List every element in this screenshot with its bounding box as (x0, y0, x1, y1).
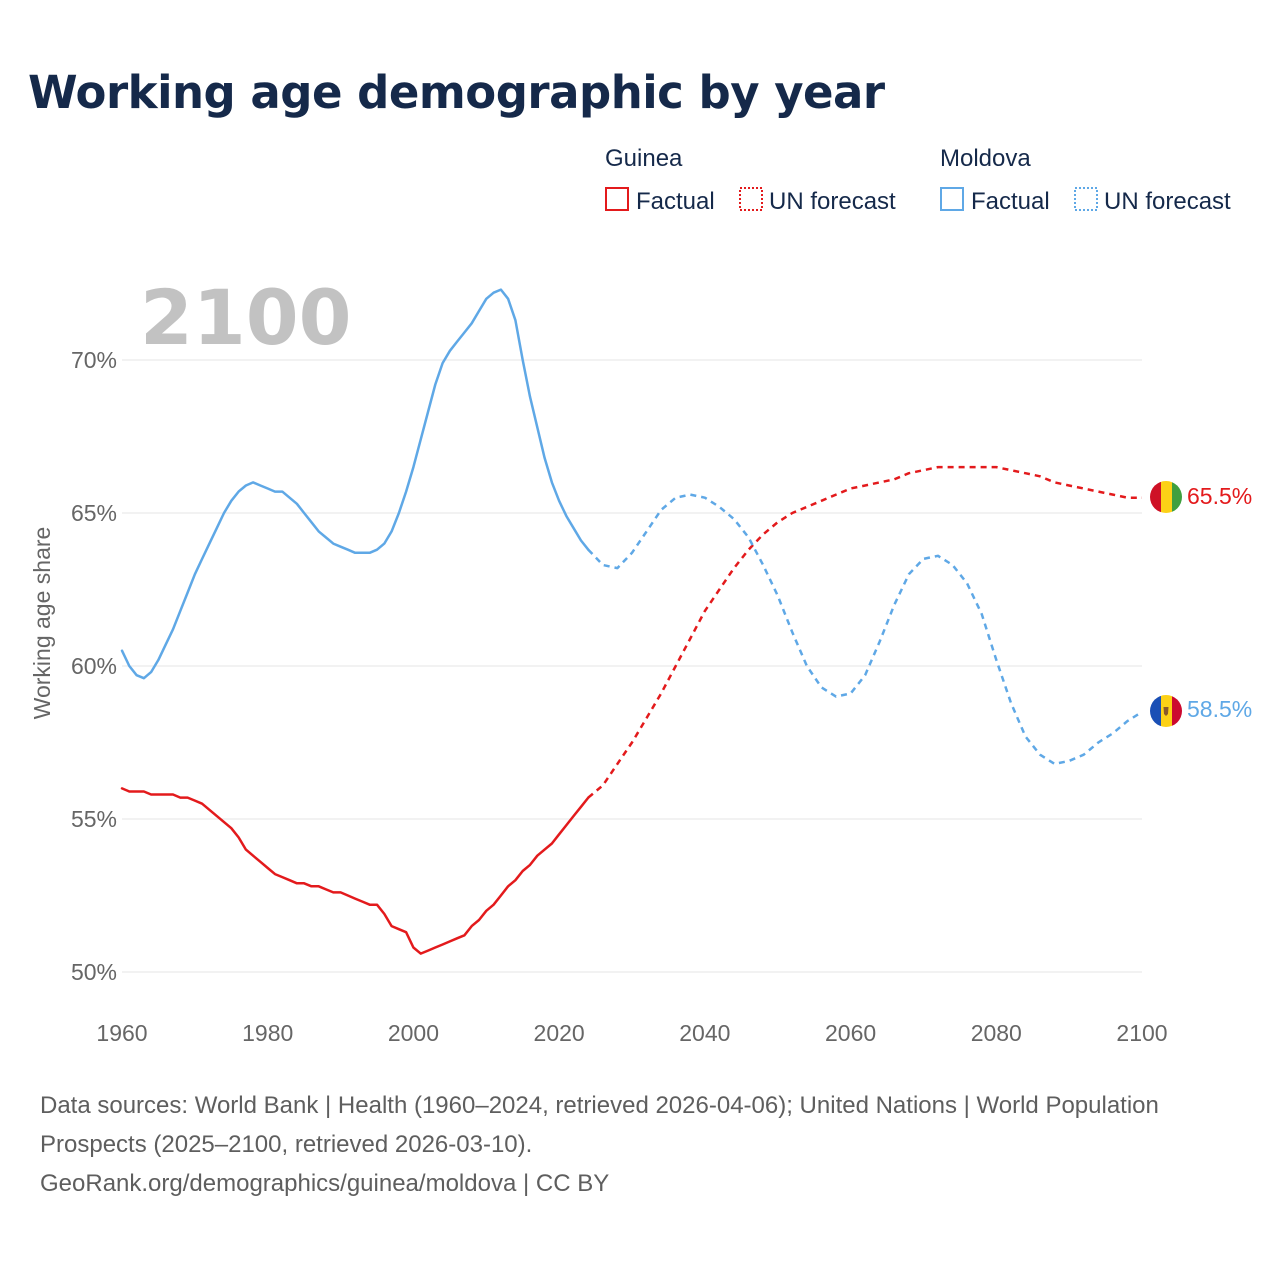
legend-moldova-factual-swatch (940, 187, 964, 211)
y-tick-label-60: 60% (71, 653, 117, 679)
credit-note: GeoRank.org/demographics/guinea/moldova … (40, 1170, 610, 1197)
legend-guinea-heading: Guinea (605, 145, 683, 172)
gridlines (122, 359, 1142, 973)
y-tick-label-65: 65% (71, 500, 117, 526)
data-sources-note: Data sources: World Bank | Health (1960–… (40, 1092, 1159, 1158)
guinea-factual-line (120, 787, 590, 955)
guinea-forecast-line (587, 465, 1142, 799)
chart-title: Working age demographic by year (28, 66, 885, 119)
x-tick-label-2100: 2100 (1116, 1020, 1167, 1046)
x-tick-label-1980: 1980 (242, 1020, 293, 1046)
guinea-end-label: 65.5% (1187, 483, 1252, 509)
y-tick-label-50: 50% (71, 959, 117, 985)
moldova-end-label: 58.5% (1187, 696, 1252, 722)
x-tick-label-2020: 2020 (534, 1020, 585, 1046)
legend-guinea-factual-swatch (605, 187, 629, 211)
legend-guinea-factual-label: Factual (636, 188, 715, 215)
series-lines (120, 288, 1143, 955)
x-tick-label-2000: 2000 (388, 1020, 439, 1046)
y-axis-title: Working age share (29, 527, 55, 720)
x-tick-label-1960: 1960 (96, 1020, 147, 1046)
moldova-factual-line (120, 288, 590, 680)
legend-guinea-forecast-swatch (739, 187, 763, 211)
guinea-flag (1150, 481, 1182, 513)
x-tick-label-2040: 2040 (679, 1020, 730, 1046)
moldova-forecast-line (587, 493, 1143, 766)
y-tick-label-70: 70% (71, 347, 117, 373)
legend-moldova-forecast-label: UN forecast (1104, 188, 1231, 215)
footer: Data sources: World Bank | Health (1960–… (40, 1086, 1240, 1203)
legend-moldova-heading: Moldova (940, 145, 1031, 172)
y-tick-label-55: 55% (71, 806, 117, 832)
x-tick-label-2060: 2060 (825, 1020, 876, 1046)
legend-moldova-factual-label: Factual (971, 188, 1050, 215)
year-watermark: 2100 (140, 273, 352, 362)
axis-ticks: 50% 55% 60% 65% 70% 1960 1980 2000 2020 2040 2060 2… (71, 347, 1168, 1046)
moldova-flag (1150, 695, 1182, 727)
x-tick-label-2080: 2080 (971, 1020, 1022, 1046)
line-chart: Guinea Factual UN forecast Moldova Factu… (29, 145, 1252, 1046)
legend-guinea-forecast-label: UN forecast (769, 188, 896, 215)
legend-moldova-forecast-swatch (1074, 187, 1098, 211)
